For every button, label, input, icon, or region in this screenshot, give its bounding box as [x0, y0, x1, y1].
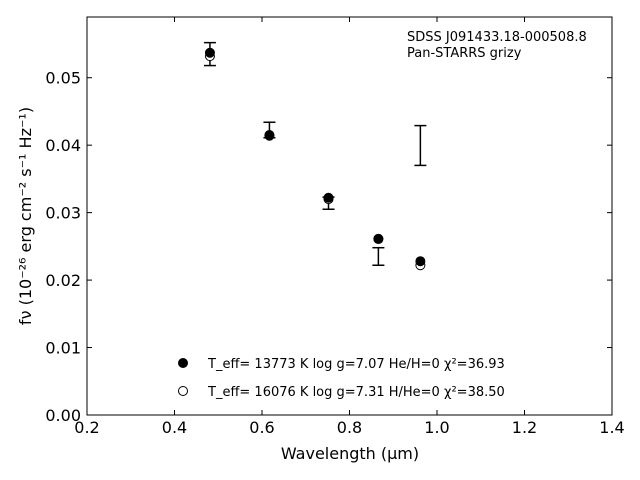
model-point-filled: [204, 47, 215, 58]
x-tick-label: 1.2: [512, 418, 537, 437]
y-tick-label: 0.01: [45, 339, 81, 358]
x-tick-label: 0.6: [249, 418, 274, 437]
x-tick-label: 1.4: [599, 418, 624, 437]
model-point-filled: [323, 192, 334, 203]
model-point-filled: [415, 256, 426, 267]
x-tick-label: 1.0: [424, 418, 449, 437]
legend-marker-filled: [178, 358, 188, 368]
y-tick-label: 0.03: [45, 204, 81, 223]
data-points: [204, 47, 426, 271]
axis-ticks: 0.2 0.4 0.6 0.8 1.0 1.2 1.4 0.00 0.01 0.02 0.03 0.0…: [45, 17, 625, 437]
x-axis-label: Wavelength (μm): [281, 444, 419, 463]
legend-entry-2: T_eff= 16076 K log g=7.31 H/He=0 χ²=38.5…: [207, 385, 505, 400]
y-tick-label: 0.04: [45, 136, 81, 155]
annotation-survey-name: Pan-STARRS grizy: [407, 46, 522, 61]
error-bars: [203, 41, 427, 266]
plot-frame: [86, 16, 613, 416]
y-tick-label: 0.05: [45, 69, 81, 88]
legend-marker-open: [178, 386, 188, 396]
x-tick-label: 0.4: [162, 418, 187, 437]
model-point-filled: [373, 233, 384, 244]
x-tick-label: 0.2: [74, 418, 99, 437]
y-axis-label: fν (10⁻²⁶ erg cm⁻² s⁻¹ Hz⁻¹): [16, 107, 35, 325]
legend-entry-1: T_eff= 13773 K log g=7.07 He/H=0 χ²=36.9…: [207, 357, 505, 372]
legend: T_eff= 13773 K log g=7.07 He/H=0 χ²=36.9…: [178, 357, 505, 400]
model-point-filled: [264, 130, 275, 141]
y-tick-label: 0.02: [45, 271, 81, 290]
y-tick-label: 0.00: [45, 406, 81, 425]
annotation-object-name: SDSS J091433.18-000508.8: [407, 30, 587, 45]
x-tick-label: 0.8: [337, 418, 362, 437]
